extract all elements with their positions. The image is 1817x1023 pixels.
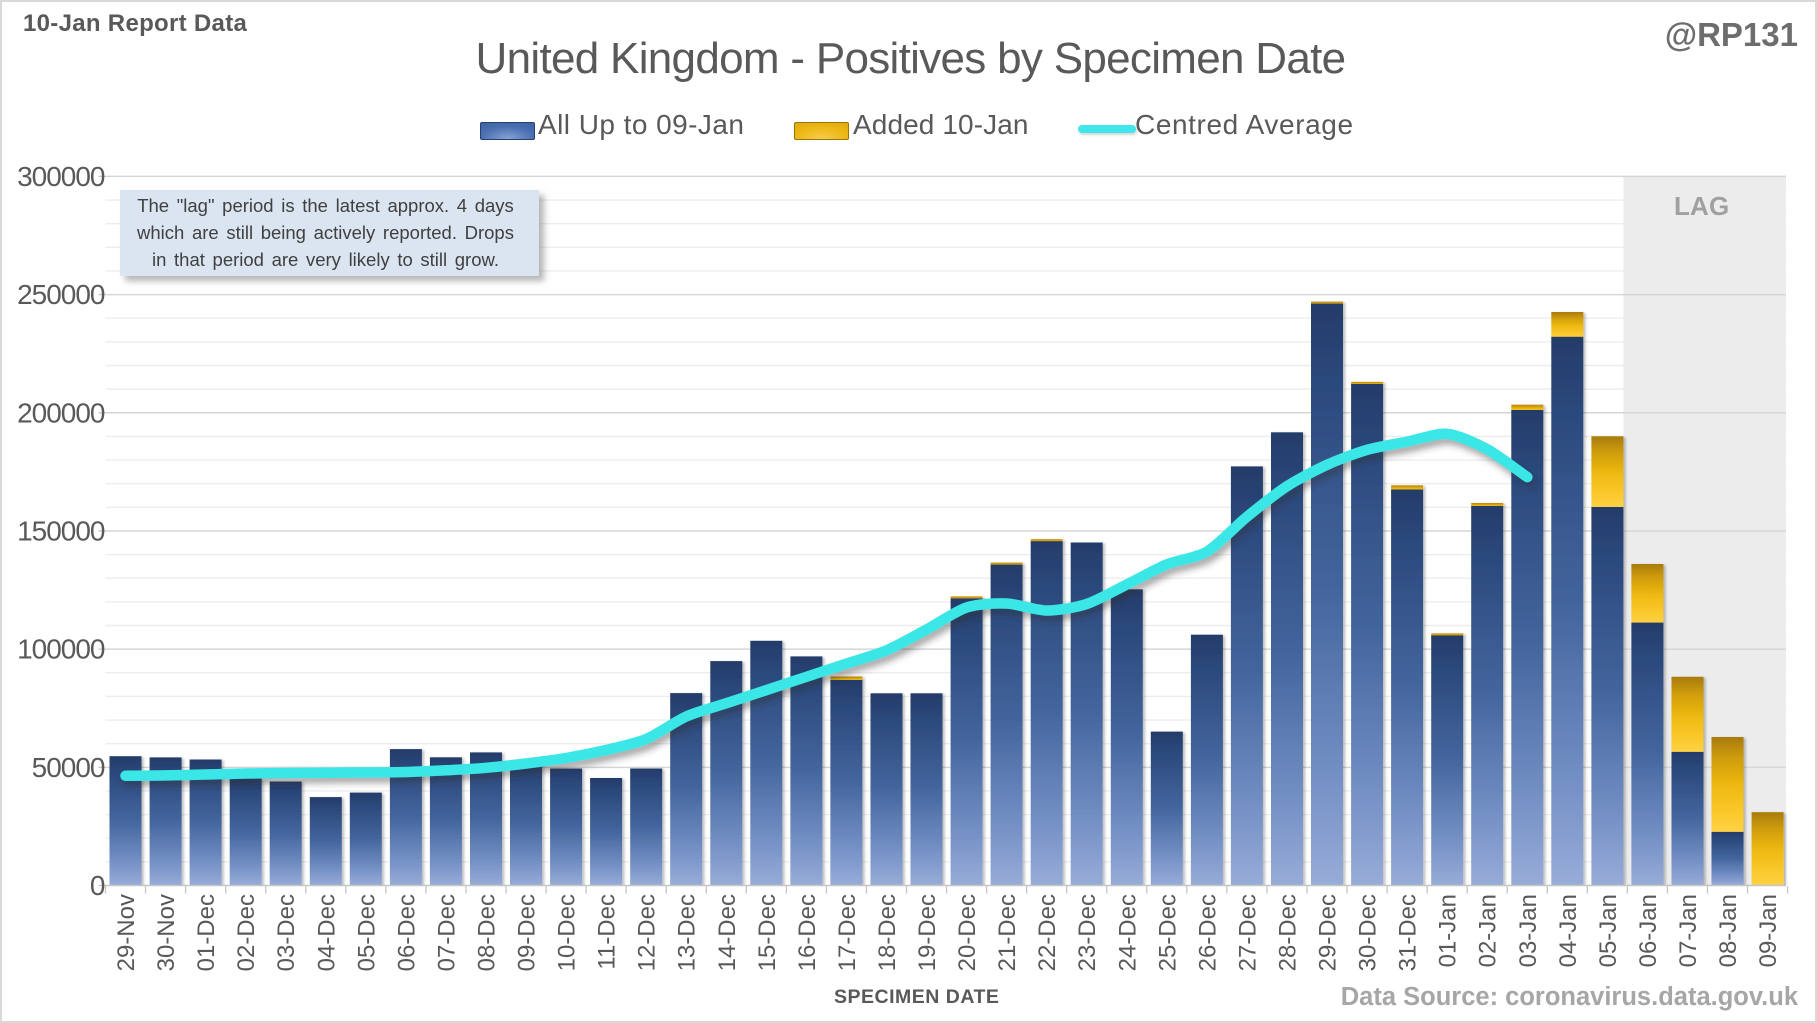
svg-text:09-Dec: 09-Dec: [514, 894, 541, 971]
svg-text:08-Dec: 08-Dec: [474, 894, 501, 971]
svg-text:22-Dec: 22-Dec: [1034, 894, 1061, 971]
svg-text:19-Dec: 19-Dec: [914, 894, 941, 971]
svg-text:06-Dec: 06-Dec: [393, 894, 420, 971]
svg-text:04-Jan: 04-Jan: [1555, 894, 1582, 967]
svg-text:02-Jan: 02-Jan: [1475, 894, 1502, 967]
svg-text:02-Dec: 02-Dec: [233, 894, 260, 971]
svg-text:27-Dec: 27-Dec: [1234, 894, 1261, 971]
svg-text:20-Dec: 20-Dec: [954, 894, 981, 971]
svg-text:16-Dec: 16-Dec: [794, 894, 821, 971]
svg-text:24-Dec: 24-Dec: [1114, 894, 1141, 971]
svg-text:06-Jan: 06-Jan: [1635, 894, 1662, 967]
svg-text:13-Dec: 13-Dec: [674, 894, 701, 971]
svg-text:150000: 150000: [17, 516, 105, 547]
svg-text:08-Jan: 08-Jan: [1715, 894, 1742, 967]
svg-text:0: 0: [90, 870, 105, 901]
svg-text:LAG: LAG: [1674, 191, 1729, 221]
svg-text:01-Jan: 01-Jan: [1435, 894, 1462, 967]
svg-text:05-Dec: 05-Dec: [353, 894, 380, 971]
svg-text:50000: 50000: [32, 752, 105, 783]
svg-text:10-Dec: 10-Dec: [554, 894, 581, 971]
svg-text:30-Dec: 30-Dec: [1355, 894, 1382, 971]
svg-text:25-Dec: 25-Dec: [1154, 894, 1181, 971]
svg-text:23-Dec: 23-Dec: [1074, 894, 1101, 971]
svg-text:28-Dec: 28-Dec: [1275, 894, 1302, 971]
svg-text:07-Dec: 07-Dec: [433, 894, 460, 971]
svg-text:31-Dec: 31-Dec: [1395, 894, 1422, 971]
svg-text:03-Dec: 03-Dec: [273, 894, 300, 971]
svg-text:14-Dec: 14-Dec: [714, 894, 741, 971]
svg-text:21-Dec: 21-Dec: [994, 894, 1021, 971]
svg-text:11-Dec: 11-Dec: [594, 894, 621, 970]
svg-text:250000: 250000: [17, 279, 105, 310]
svg-text:04-Dec: 04-Dec: [313, 894, 340, 971]
svg-text:30-Nov: 30-Nov: [153, 894, 180, 971]
svg-text:18-Dec: 18-Dec: [874, 894, 901, 971]
svg-text:100000: 100000: [17, 634, 105, 665]
svg-text:01-Dec: 01-Dec: [193, 894, 220, 971]
svg-text:03-Jan: 03-Jan: [1515, 894, 1542, 967]
svg-text:09-Jan: 09-Jan: [1755, 894, 1782, 967]
svg-text:200000: 200000: [17, 397, 105, 428]
svg-text:05-Jan: 05-Jan: [1595, 894, 1622, 967]
svg-text:29-Dec: 29-Dec: [1315, 894, 1342, 971]
svg-text:29-Nov: 29-Nov: [113, 894, 140, 971]
svg-text:07-Jan: 07-Jan: [1675, 894, 1702, 967]
svg-text:15-Dec: 15-Dec: [754, 894, 781, 971]
svg-text:17-Dec: 17-Dec: [834, 894, 861, 971]
svg-text:26-Dec: 26-Dec: [1194, 894, 1221, 971]
svg-text:12-Dec: 12-Dec: [634, 894, 661, 971]
svg-text:300000: 300000: [17, 161, 105, 192]
